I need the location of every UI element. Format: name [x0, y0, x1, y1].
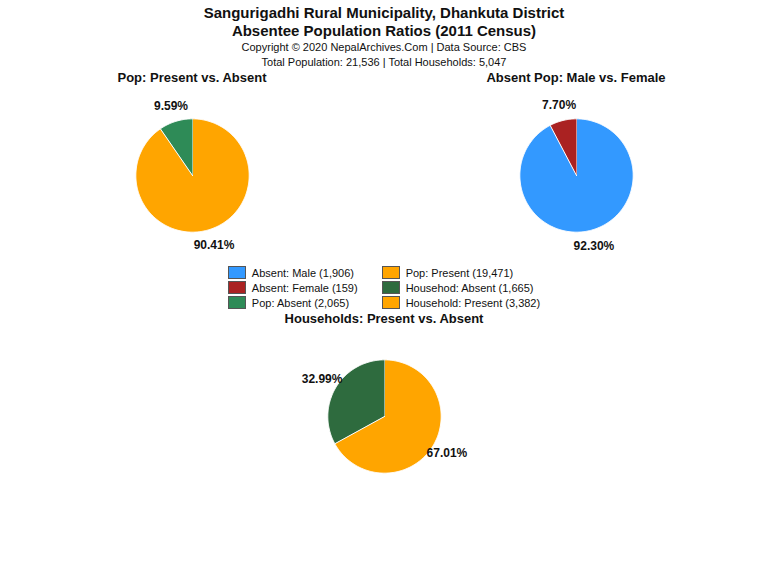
html-text:Pop: Present (19,471): Pop: Present (19,471) — [405, 266, 514, 279]
html-text:Total Population: 21,536 | Tot: Total Population: 21,536 | Total Househo… — [261, 56, 507, 68]
html-text:Absentee Population Ratios (20: Absentee Population Ratios (2011 Census) — [231, 22, 537, 39]
svg-text:7.70%: 7.70% — [542, 98, 576, 112]
svg-text:9.59%: 9.59% — [154, 99, 188, 113]
svg-text:32.99%: 32.99% — [302, 372, 343, 386]
svg-text:92.30%: 92.30% — [574, 239, 615, 253]
html-text:Absent: Female (159): Absent: Female (159) — [251, 281, 358, 294]
html-text:Sangurigadhi Rural Municipalit: Sangurigadhi Rural Municipality, Dhankut… — [203, 4, 565, 21]
html-text:Pop: Present vs. Absent: Pop: Present vs. Absent — [117, 70, 267, 85]
svg-text:90.41%: 90.41% — [194, 238, 235, 252]
html-text:Absent: Male (1,906): Absent: Male (1,906) — [251, 266, 354, 279]
svg-text:67.01%: 67.01% — [427, 446, 468, 460]
html-text:Absent Pop: Male vs. Female: Absent Pop: Male vs. Female — [486, 70, 666, 85]
html-text:Pop: Absent (2,065): Pop: Absent (2,065) — [251, 296, 350, 309]
html-text:Copyright © 2020 NepalArchives: Copyright © 2020 NepalArchives.Com | Dat… — [241, 41, 527, 53]
html-text:Househod: Absent (1,665): Househod: Absent (1,665) — [405, 281, 534, 294]
html-text:Households: Present vs. Absent: Households: Present vs. Absent — [284, 311, 484, 326]
html-text:Household: Present (3,382): Household: Present (3,382) — [405, 296, 541, 309]
